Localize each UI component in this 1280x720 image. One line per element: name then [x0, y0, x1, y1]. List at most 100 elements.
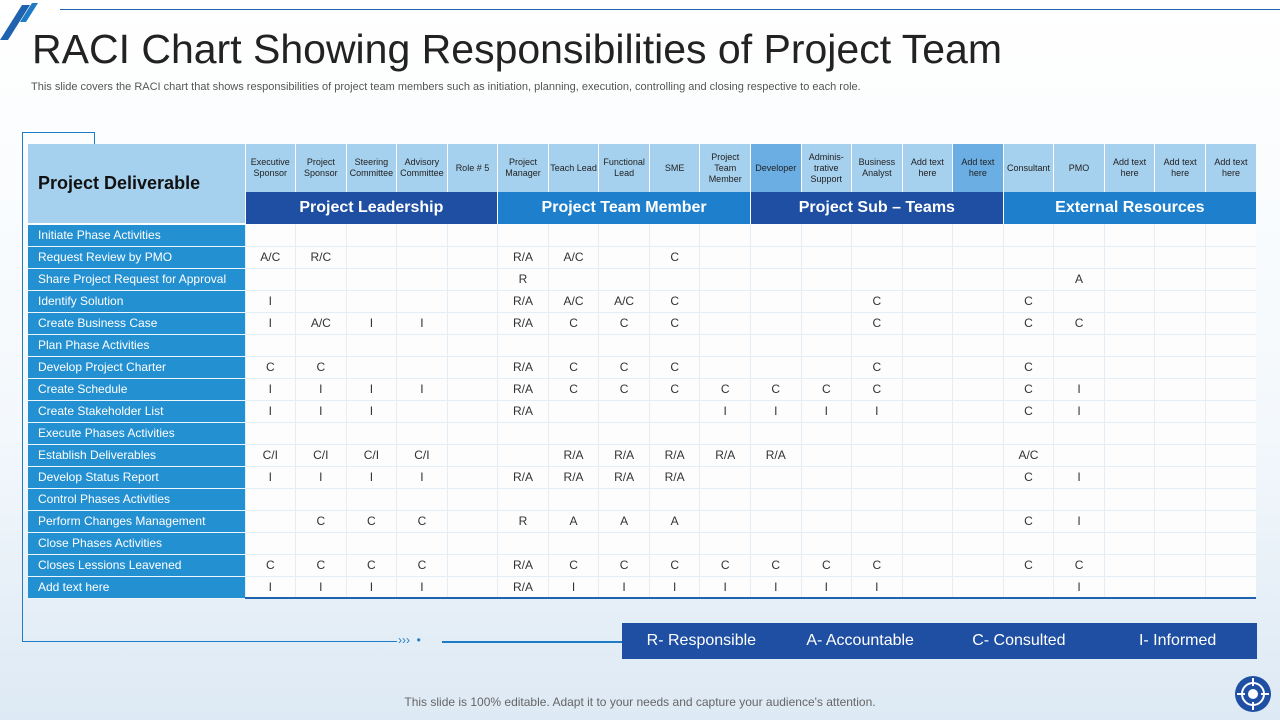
raci-cell: C [648, 290, 700, 313]
raci-cell: C [648, 356, 700, 379]
raci-cell [800, 444, 852, 467]
raci-cell [749, 532, 802, 555]
raci-cell [244, 510, 296, 533]
task-label: Create Business Case [28, 312, 245, 335]
raci-cell [1204, 290, 1256, 313]
group-header: Project Leadership [244, 192, 498, 224]
raci-cell [598, 488, 650, 511]
group-header: External Resources [1002, 192, 1256, 224]
role-header: Add text here [1204, 144, 1256, 192]
raci-cell [497, 224, 549, 247]
raci-cell [1154, 532, 1206, 555]
task-label: Develop Project Charter [28, 356, 245, 379]
raci-cell: C [1002, 290, 1054, 313]
top-rule [60, 9, 1280, 10]
raci-cell [851, 466, 903, 489]
raci-cell: C [547, 378, 599, 401]
raci-cell: I [244, 378, 296, 401]
raci-cell [901, 356, 953, 379]
raci-cell: I [295, 576, 347, 599]
task-label: Identify Solution [28, 290, 245, 313]
raci-cell: C [598, 312, 650, 335]
raci-cell [1154, 510, 1206, 533]
raci-cell [345, 422, 397, 445]
raci-cell [800, 268, 852, 291]
raci-cell [547, 488, 599, 511]
raci-cell [598, 422, 650, 445]
raci-cell [295, 532, 347, 555]
raci-cell [446, 246, 498, 269]
raci-cell [497, 532, 549, 555]
raci-cell [1002, 224, 1054, 247]
raci-cell [1204, 576, 1256, 599]
raci-cell: I [851, 576, 903, 599]
role-header: Steering Committee [345, 144, 397, 192]
raci-cell [749, 246, 802, 269]
table-row: Request Review by PMO A/C R/C R/A A/C C [28, 246, 1256, 269]
raci-cell: I [699, 576, 751, 599]
raci-cell [396, 356, 448, 379]
frame-line [94, 132, 95, 144]
raci-cell [901, 488, 953, 511]
raci-cell: A/C [244, 246, 296, 269]
role-header: Project Team Member [699, 144, 751, 192]
raci-cell [497, 488, 549, 511]
raci-cell [1204, 224, 1256, 247]
raci-cell [547, 334, 599, 357]
raci-cell: C/I [396, 444, 448, 467]
raci-cell [446, 532, 498, 555]
raci-cell [345, 246, 397, 269]
raci-cell: C [244, 554, 296, 577]
table-row: Control Phases Activities [28, 488, 1256, 511]
raci-cell [295, 334, 347, 357]
task-label: Close Phases Activities [28, 532, 245, 555]
raci-cell: C [1053, 554, 1105, 577]
raci-cell: R/A [648, 466, 700, 489]
raci-cell: C [547, 554, 599, 577]
raci-cell [446, 554, 498, 577]
raci-cell [244, 334, 296, 357]
raci-cell: R/A [598, 444, 650, 467]
raci-cell: I [1053, 576, 1105, 599]
raci-cell [699, 246, 751, 269]
role-header: Teach Lead [547, 144, 599, 192]
raci-cell [497, 444, 549, 467]
raci-cell [749, 356, 802, 379]
raci-cell [1053, 246, 1105, 269]
raci-cell: I [396, 312, 448, 335]
arrows-decoration: ››› • [398, 633, 421, 647]
role-header: Role # 5 [446, 144, 498, 192]
raci-cell [396, 246, 448, 269]
raci-cell: I [749, 576, 802, 599]
raci-cell [952, 378, 1004, 401]
raci-cell: I [244, 290, 296, 313]
raci-cell [1154, 576, 1206, 599]
raci-cell [1103, 444, 1155, 467]
raci-cell [1002, 576, 1054, 599]
raci-cell [1002, 268, 1054, 291]
raci-cell: C/I [345, 444, 397, 467]
raci-cell: C [851, 312, 903, 335]
raci-cell [446, 356, 498, 379]
decorative-stripes [0, 3, 38, 40]
raci-cell: I [1053, 466, 1105, 489]
raci-cell [952, 444, 1004, 467]
raci-cell [699, 466, 751, 489]
table-row: Establish Deliverables C/I C/I C/I C/I R/A R/A… [28, 444, 1256, 467]
raci-cell [749, 290, 802, 313]
raci-cell [952, 554, 1004, 577]
raci-cell [699, 224, 751, 247]
raci-cell [952, 246, 1004, 269]
raci-cell [800, 356, 852, 379]
raci-cell: A/C [547, 290, 599, 313]
table-row: Share Project Request for Approval R A [28, 268, 1256, 291]
raci-cell [851, 444, 903, 467]
raci-cell: C [851, 554, 903, 577]
raci-cell [901, 246, 953, 269]
raci-cell [1002, 422, 1054, 445]
raci-cell [851, 334, 903, 357]
raci-cell: I [345, 576, 397, 599]
raci-cell [800, 290, 852, 313]
role-header: Add text here [1103, 144, 1155, 192]
raci-cell: I [598, 576, 650, 599]
